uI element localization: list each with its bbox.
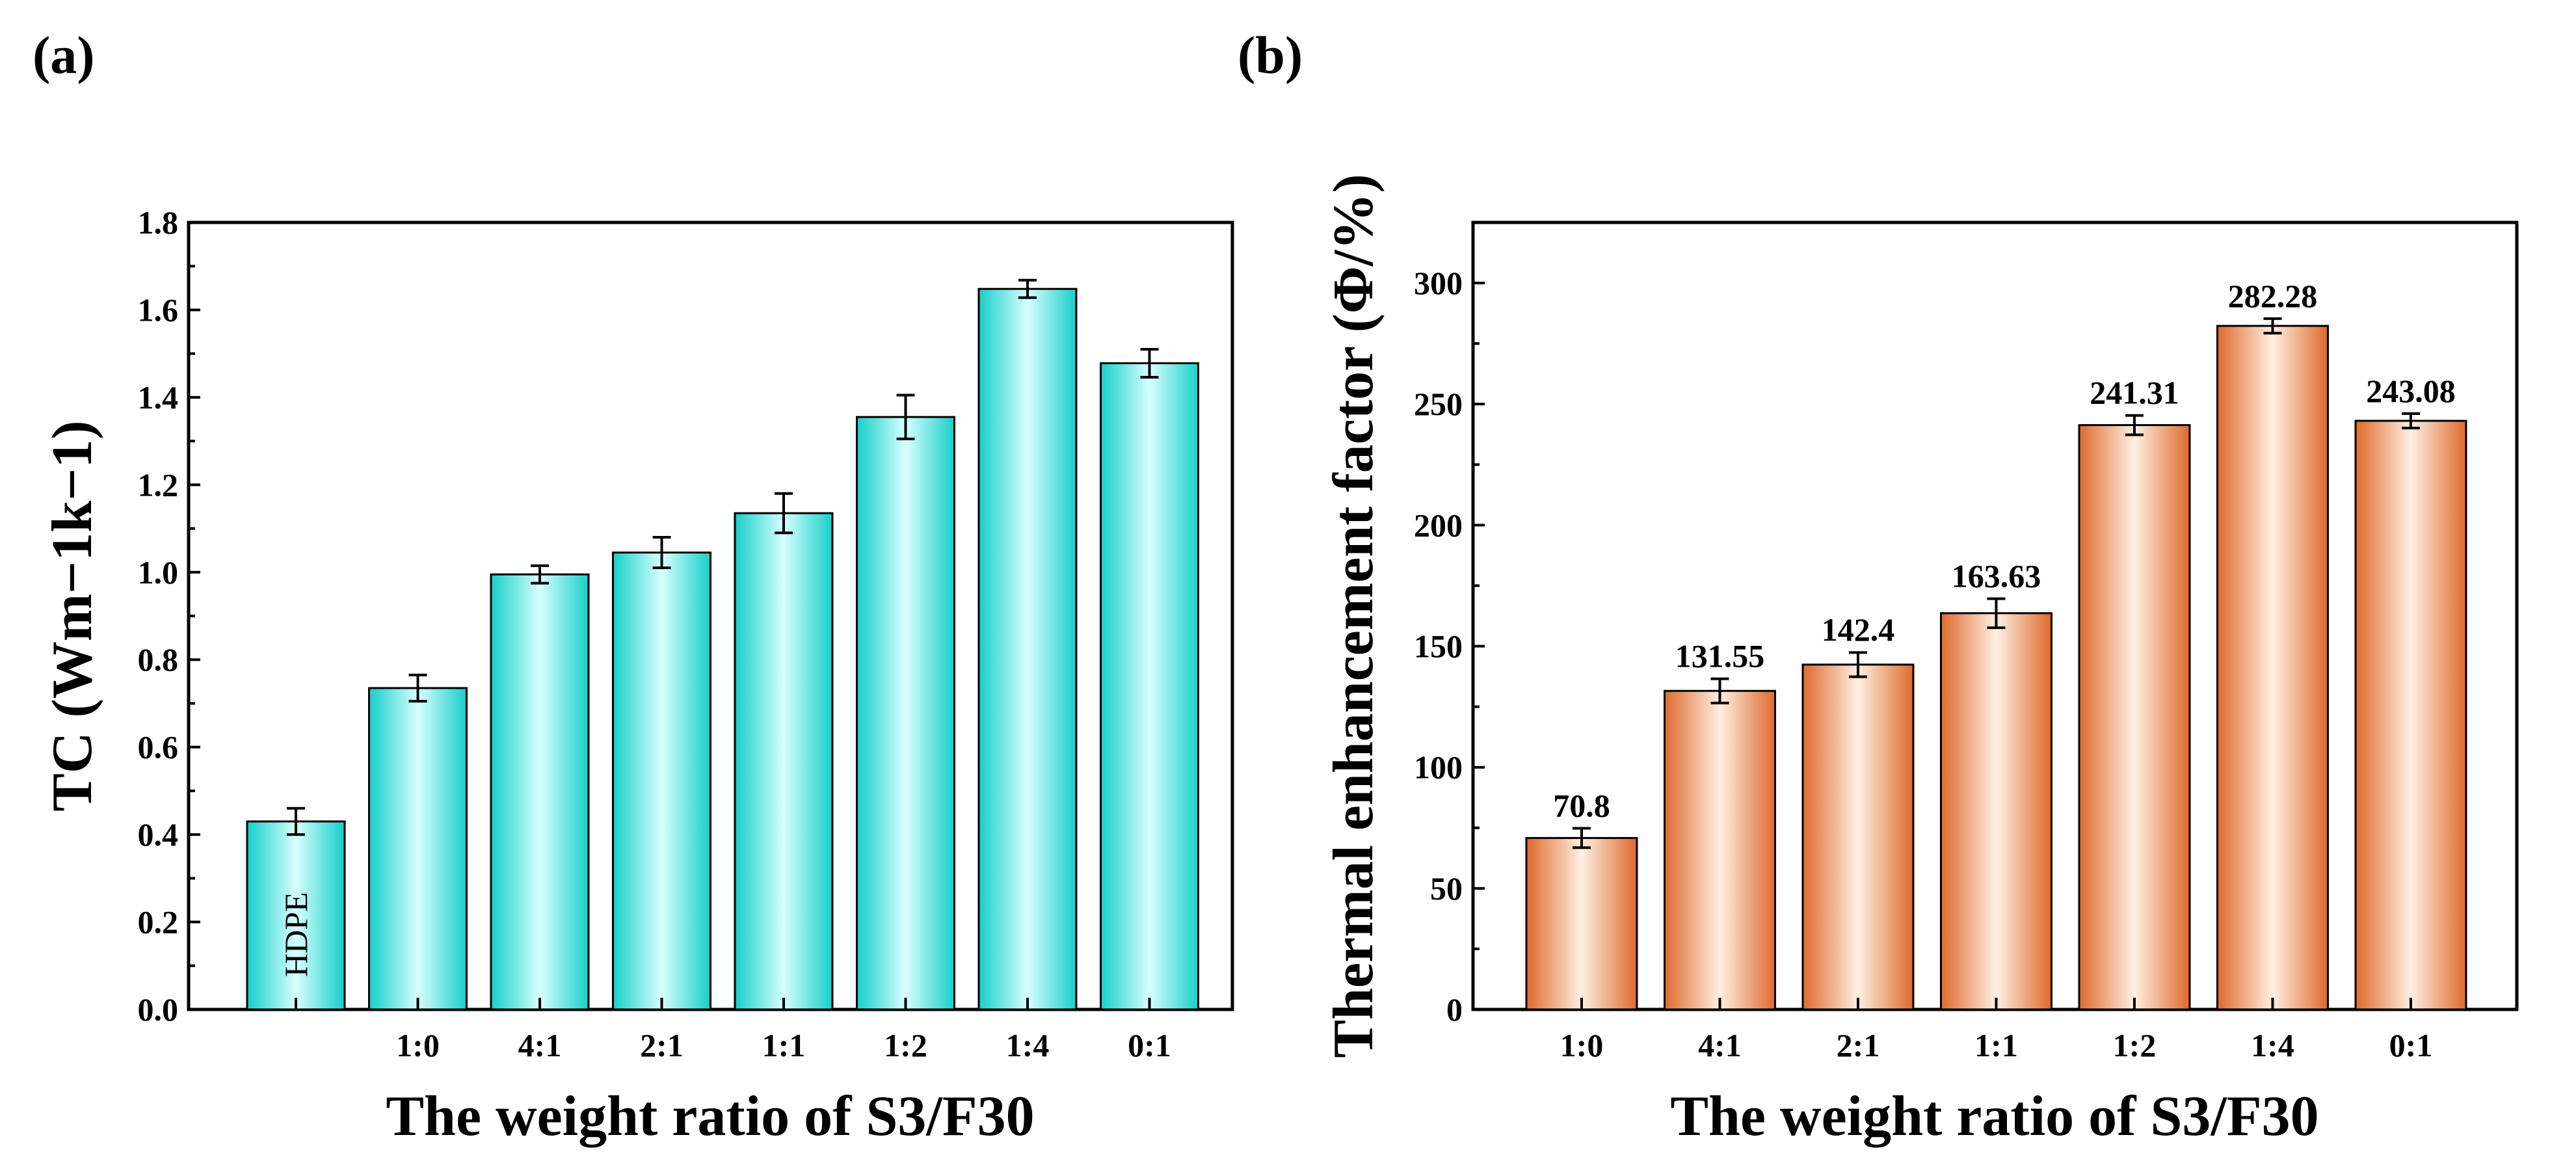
y-tick-label: 0.8 (138, 641, 179, 678)
chart-b: (b) 0 50 100 150 200 250 300 70.8 131.55 142.4 16… (1238, 25, 2519, 1148)
y-axis-a: 0.0 0.2 0.4 0.6 0.8 1.0 1.2 1.4 1.6 1.8 (138, 204, 200, 1028)
bars-b: 70.8 131.55 142.4 163.63 241.31 282.28 243.08 (1525, 278, 2467, 1011)
data-label: 70.8 (1553, 788, 1610, 824)
x-tick-label: 0:1 (2389, 1027, 2433, 1063)
data-label: 241.31 (2090, 375, 2179, 411)
panel-label-a: (a) (33, 25, 95, 85)
bar (1940, 612, 2052, 1011)
y-tick-label: 200 (1414, 507, 1463, 543)
bar (1664, 689, 1776, 1011)
y-tick-label: 1.6 (138, 291, 179, 328)
bar (1100, 362, 1199, 1011)
y-axis-title-a: TC (Wm−1k−1) (41, 420, 104, 811)
bars-a: HDPE (246, 278, 1199, 1011)
bar (2354, 420, 2467, 1011)
y-tick-label: 150 (1414, 628, 1463, 665)
x-tick-label: 2:1 (1837, 1027, 1880, 1063)
x-tick-label: 4:1 (518, 1027, 562, 1063)
y-tick-label: 1.8 (138, 204, 179, 241)
x-tick-label: 1:2 (884, 1027, 927, 1063)
x-axis-title-b: The weight ratio of S3/F30 (1670, 1085, 2318, 1148)
y-tick-label: 1.4 (138, 379, 179, 416)
bar (734, 512, 834, 1011)
bar-inner-label: HDPE (278, 892, 314, 977)
y-tick-label: 250 (1414, 386, 1463, 422)
y-tick-label: 0 (1446, 991, 1463, 1028)
y-tick-label: 0.2 (138, 904, 179, 941)
bar (612, 552, 711, 1011)
y-axis-b: 0 50 100 150 200 250 300 (1414, 265, 1485, 1028)
panel-label-b: (b) (1238, 25, 1303, 85)
bar (977, 287, 1078, 1011)
x-tick-label: 1:4 (2251, 1027, 2294, 1063)
data-label: 163.63 (1952, 557, 2041, 594)
bar (1525, 836, 1638, 1011)
y-axis-title-b: Thermal enhancement factor (Φ/%) (1322, 174, 1385, 1058)
chart-a: (a) 0.00.20.40.60.81.01.21.41.61.8 HDPE … (33, 25, 1234, 1148)
data-label: 142.4 (1822, 611, 1895, 648)
y-tick-label: 1.0 (138, 554, 179, 591)
x-tick-label: 1:0 (396, 1027, 440, 1063)
bar (2078, 424, 2191, 1011)
x-tick-label: 4:1 (1698, 1027, 1742, 1063)
data-label: 131.55 (1675, 638, 1765, 674)
x-tick-label: 2:1 (640, 1027, 684, 1063)
y-tick-label: 300 (1414, 265, 1463, 301)
x-tick-label: 1:1 (762, 1027, 806, 1063)
bar (2216, 325, 2329, 1011)
data-label: 282.28 (2228, 278, 2318, 314)
x-axis-b: 1:0 4:1 2:1 1:1 1:2 1:4 0:1 (1560, 998, 2433, 1063)
x-tick-label: 1:1 (1974, 1027, 2018, 1063)
bar (1801, 663, 1915, 1011)
y-tick-label: 0.4 (138, 816, 179, 853)
y-tick-label: 50 (1430, 870, 1463, 907)
y-tick-label: 0.0 (138, 991, 179, 1028)
bar (368, 687, 468, 1011)
bar (856, 416, 955, 1011)
x-tick-label: 1:4 (1006, 1027, 1050, 1063)
y-tick-label: 0.6 (138, 729, 179, 766)
x-tick-label: 1:2 (2113, 1027, 2157, 1063)
x-axis-title-a: The weight ratio of S3/F30 (386, 1085, 1034, 1148)
data-label: 243.08 (2366, 373, 2456, 409)
x-tick-label: 0:1 (1128, 1027, 1171, 1063)
bar (490, 573, 590, 1011)
x-tick-label: 1:0 (1560, 1027, 1604, 1063)
y-tick-label: 1.2 (138, 466, 179, 503)
y-tick-label: 100 (1414, 749, 1463, 786)
x-axis-a: 1:0 4:1 2:1 1:1 1:2 1:4 0:1 (295, 998, 1171, 1063)
